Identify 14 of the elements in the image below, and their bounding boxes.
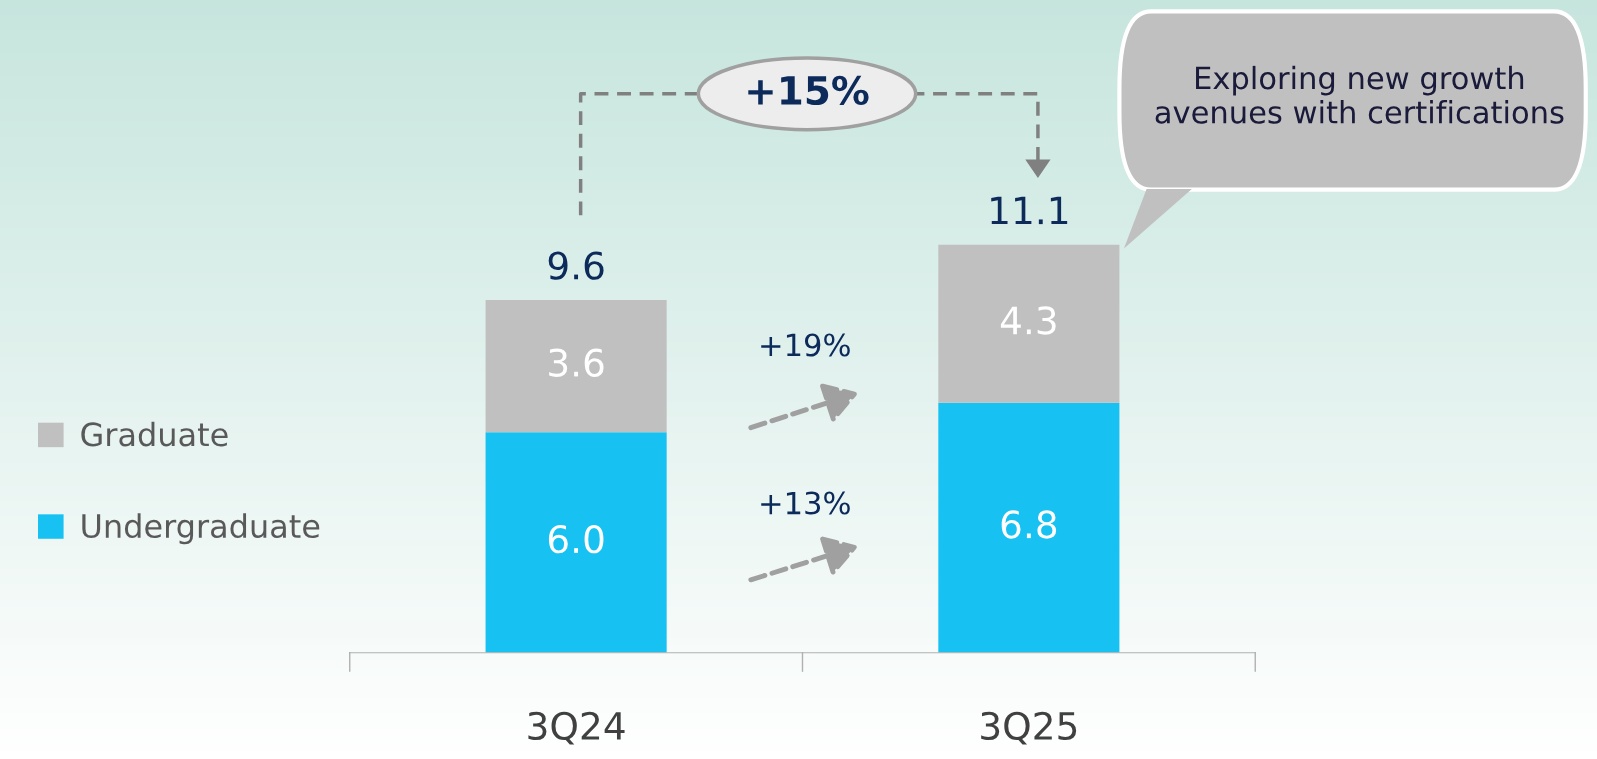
annotation: +19% (761, 333, 850, 357)
legend-label: Undergraduate (82, 513, 320, 545)
x-tick-label: 3Q24 (528, 711, 625, 745)
data-label: 6.8 (1001, 510, 1057, 539)
x-tick-label: 3Q25 (981, 711, 1077, 745)
data-label: 4.3 (1000, 306, 1056, 335)
total-label: 9.6 (548, 251, 604, 280)
data-label: 3.6 (549, 348, 604, 377)
legend-label: Graduate (81, 421, 228, 447)
text: +15% (748, 75, 869, 106)
total-label: 11.1 (991, 196, 1068, 225)
text: Exploring new growth avenues with certifications (1155, 65, 1564, 124)
annotation: +13% (761, 491, 850, 515)
data-label: 6.0 (548, 525, 604, 554)
